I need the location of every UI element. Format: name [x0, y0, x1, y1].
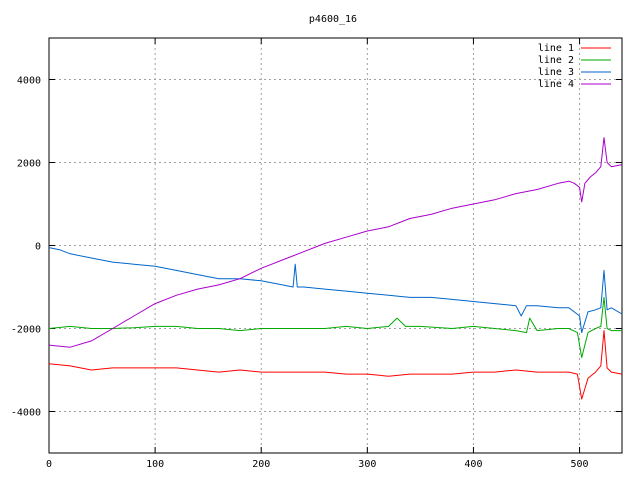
series-line-4: [48, 137, 623, 348]
x-tick-label: 200: [252, 459, 270, 470]
y-tick-label: 4000: [17, 76, 41, 87]
y-tick-label: -2000: [11, 325, 41, 336]
series-line-2: [48, 296, 622, 359]
legend-label: line 1: [538, 43, 574, 54]
series-group: [48, 137, 623, 400]
series-line-3: [48, 247, 623, 334]
axes: 0 100 200 300 400 500 -4000 -2000 0 2000 4000: [11, 37, 623, 470]
x-tick-label: 500: [571, 459, 589, 470]
grid: [49, 38, 622, 453]
x-tick-label: 400: [464, 459, 482, 470]
y-tick-label: -4000: [11, 408, 41, 419]
legend-label: line 4: [538, 79, 574, 90]
y-tick-label: 2000: [17, 159, 41, 170]
x-tick-label: 300: [358, 459, 376, 470]
x-tick-label: 100: [146, 459, 164, 470]
x-tick-label: 0: [46, 459, 52, 470]
legend-label: line 3: [538, 67, 574, 78]
y-tick-label: 0: [35, 242, 41, 253]
series-line-1: [48, 330, 623, 400]
legend-label: line 2: [538, 55, 574, 66]
chart-title: p4600_16: [309, 14, 357, 25]
